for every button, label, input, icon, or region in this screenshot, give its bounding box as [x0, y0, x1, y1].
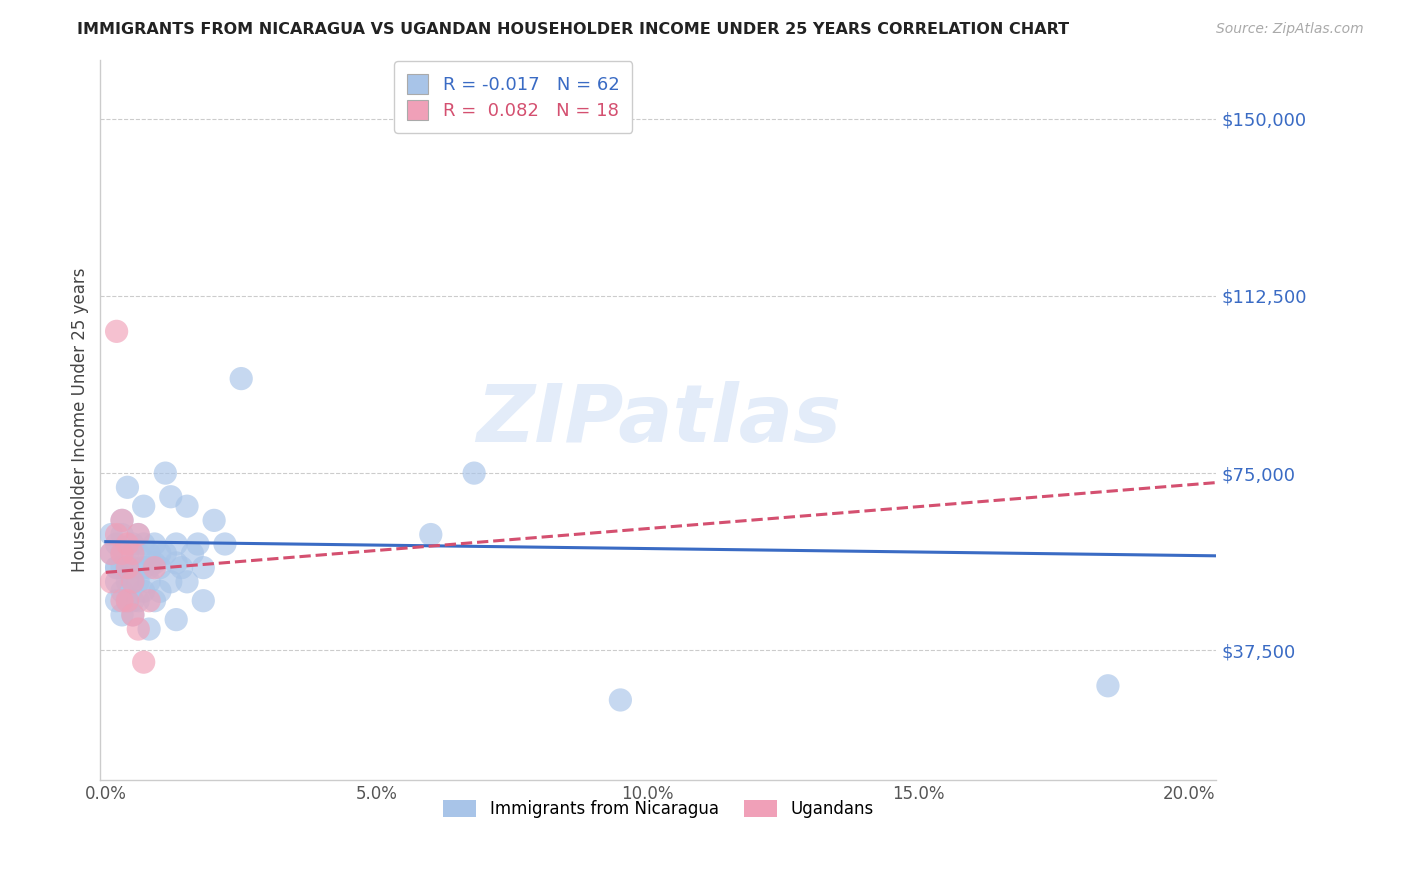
- Point: [127, 527, 149, 541]
- Point: [202, 513, 225, 527]
- Point: [117, 546, 139, 560]
- Point: [138, 560, 160, 574]
- Point: [117, 560, 139, 574]
- Point: [463, 466, 485, 480]
- Point: [100, 546, 122, 560]
- Point: [111, 527, 134, 541]
- Point: [149, 584, 172, 599]
- Point: [127, 546, 149, 560]
- Point: [187, 537, 209, 551]
- Point: [132, 537, 155, 551]
- Point: [121, 537, 143, 551]
- Point: [176, 499, 198, 513]
- Point: [105, 560, 128, 574]
- Point: [111, 513, 134, 527]
- Point: [100, 546, 122, 560]
- Point: [419, 527, 441, 541]
- Point: [121, 607, 143, 622]
- Point: [132, 655, 155, 669]
- Point: [132, 499, 155, 513]
- Point: [100, 574, 122, 589]
- Point: [127, 622, 149, 636]
- Text: Source: ZipAtlas.com: Source: ZipAtlas.com: [1216, 22, 1364, 37]
- Point: [138, 593, 160, 607]
- Point: [155, 466, 177, 480]
- Point: [111, 584, 134, 599]
- Point: [117, 593, 139, 607]
- Point: [105, 527, 128, 541]
- Point: [132, 560, 155, 574]
- Point: [143, 560, 166, 574]
- Point: [143, 556, 166, 570]
- Point: [121, 574, 143, 589]
- Point: [117, 574, 139, 589]
- Point: [214, 537, 236, 551]
- Point: [143, 537, 166, 551]
- Point: [111, 560, 134, 574]
- Point: [165, 556, 187, 570]
- Point: [111, 546, 134, 560]
- Text: ZIPatlas: ZIPatlas: [475, 381, 841, 459]
- Y-axis label: Householder Income Under 25 years: Householder Income Under 25 years: [72, 268, 89, 572]
- Point: [117, 537, 139, 551]
- Point: [105, 574, 128, 589]
- Point: [170, 560, 193, 574]
- Point: [111, 607, 134, 622]
- Legend: Immigrants from Nicaragua, Ugandans: Immigrants from Nicaragua, Ugandans: [434, 791, 882, 826]
- Point: [121, 560, 143, 574]
- Point: [155, 546, 177, 560]
- Point: [105, 324, 128, 338]
- Point: [105, 537, 128, 551]
- Point: [138, 546, 160, 560]
- Point: [138, 622, 160, 636]
- Point: [231, 371, 253, 385]
- Point: [143, 593, 166, 607]
- Point: [159, 574, 181, 589]
- Point: [149, 546, 172, 560]
- Point: [117, 480, 139, 494]
- Text: IMMIGRANTS FROM NICARAGUA VS UGANDAN HOUSEHOLDER INCOME UNDER 25 YEARS CORRELATI: IMMIGRANTS FROM NICARAGUA VS UGANDAN HOU…: [77, 22, 1070, 37]
- Point: [121, 574, 143, 589]
- Point: [176, 574, 198, 589]
- Point: [100, 527, 122, 541]
- Point: [127, 574, 149, 589]
- Point: [127, 527, 149, 541]
- Point: [117, 593, 139, 607]
- Point: [165, 537, 187, 551]
- Point: [105, 560, 128, 574]
- Point: [121, 593, 143, 607]
- Point: [121, 546, 143, 560]
- Point: [127, 593, 149, 607]
- Point: [181, 546, 204, 560]
- Point: [193, 560, 215, 574]
- Point: [138, 574, 160, 589]
- Point: [1097, 679, 1119, 693]
- Point: [111, 593, 134, 607]
- Point: [159, 490, 181, 504]
- Point: [149, 560, 172, 574]
- Point: [165, 613, 187, 627]
- Point: [609, 693, 631, 707]
- Point: [111, 513, 134, 527]
- Point: [193, 593, 215, 607]
- Point: [121, 607, 143, 622]
- Point: [117, 560, 139, 574]
- Point: [111, 546, 134, 560]
- Point: [132, 584, 155, 599]
- Point: [105, 593, 128, 607]
